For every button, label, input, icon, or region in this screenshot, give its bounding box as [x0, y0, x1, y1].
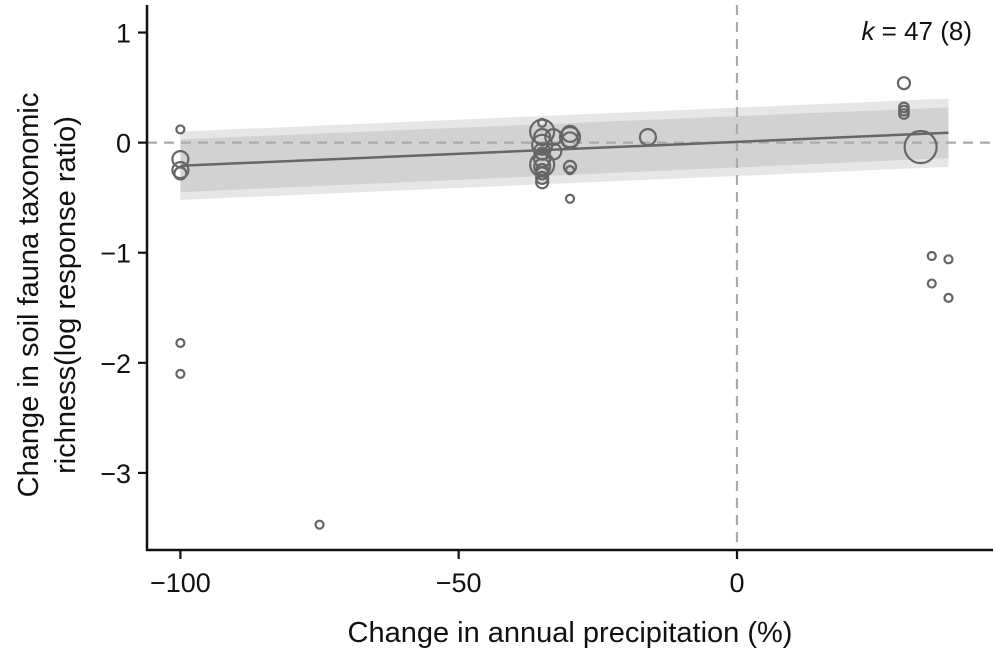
- data-point: [533, 128, 552, 147]
- data-point: [175, 368, 186, 379]
- data-point: [926, 250, 937, 262]
- data-point: [943, 254, 954, 265]
- sample-size-text: = 47 (8): [874, 16, 972, 46]
- data-point: [638, 128, 658, 147]
- x-tick-label: 0: [729, 568, 744, 598]
- data-point: [903, 129, 938, 165]
- data-point: [898, 108, 910, 120]
- x-tick-label: −100: [150, 568, 211, 598]
- y-axis-title-line-2: richness(log response ratio): [50, 116, 82, 474]
- data-point: [943, 292, 954, 303]
- x-axis-title: Change in annual precipitation (%): [348, 617, 793, 649]
- data-point: [314, 519, 325, 530]
- reference-lines: [147, 5, 993, 550]
- y-tick-label: 0: [116, 129, 131, 159]
- data-point: [926, 278, 937, 289]
- data-point: [535, 175, 550, 190]
- data-point: [896, 76, 912, 91]
- tick-labels: −100 −50 0 1 0 −1 −2 −3: [100, 19, 744, 598]
- fit-line: [180, 131, 949, 167]
- sample-size-annotation: k = 47 (8): [861, 16, 972, 46]
- axes: [138, 5, 993, 559]
- data-points: [171, 76, 954, 530]
- data-point: [175, 337, 186, 349]
- y-tick-label: 1: [116, 19, 131, 49]
- data-point: [560, 124, 580, 143]
- data-point: [544, 128, 563, 147]
- data-point: [535, 170, 550, 185]
- data-point: [533, 157, 552, 176]
- y-axis-title-line-1: Change in soil fauna taxonomic: [13, 93, 45, 498]
- data-point: [544, 142, 563, 161]
- data-point: [173, 166, 188, 181]
- data-point: [558, 126, 582, 149]
- data-point: [564, 165, 576, 176]
- data-point: [564, 193, 576, 204]
- data-point: [171, 161, 190, 180]
- k-symbol: k: [861, 16, 876, 46]
- data-point: [175, 124, 186, 135]
- data-point: [560, 131, 580, 150]
- y-tick-label: −3: [100, 459, 131, 489]
- y-tick-label: −1: [100, 239, 131, 269]
- fit-line-group: [180, 131, 949, 167]
- y-tick-label: −2: [100, 349, 131, 379]
- data-point: [535, 166, 550, 181]
- x-tick-label: −50: [436, 568, 482, 598]
- data-point: [562, 159, 578, 174]
